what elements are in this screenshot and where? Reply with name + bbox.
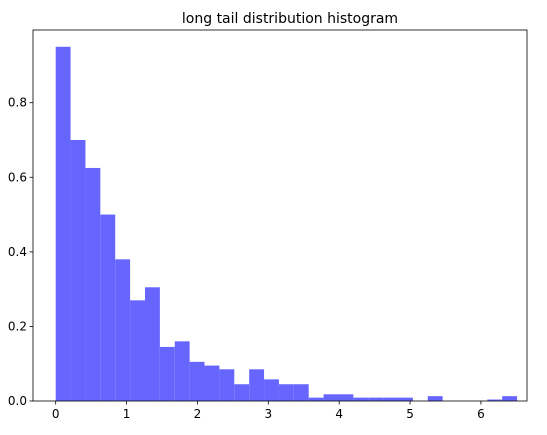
histogram-bar: [502, 396, 518, 401]
histogram-bar: [249, 369, 265, 401]
y-tick-label: 0.4: [8, 245, 27, 259]
histogram-bar: [487, 399, 503, 401]
histogram-bar: [234, 384, 250, 401]
histogram-bar: [70, 139, 86, 401]
histogram-bar: [144, 287, 160, 401]
histogram-bar: [368, 397, 384, 401]
histogram-bar: [174, 341, 190, 401]
y-tick-label: 0.6: [8, 170, 27, 184]
histogram-bar: [100, 214, 116, 401]
histogram-bar: [383, 397, 399, 401]
x-tick-label: 2: [194, 407, 202, 421]
x-tick-label: 1: [123, 407, 131, 421]
chart-title: long tail distribution histogram: [182, 11, 398, 27]
histogram-bar: [264, 379, 279, 401]
histogram-bar: [293, 384, 309, 401]
histogram-bar: [308, 397, 324, 401]
x-tick-label: 6: [477, 407, 485, 421]
histogram-bar: [323, 394, 339, 401]
histogram-bar: [85, 167, 101, 401]
histogram-bar: [189, 361, 205, 401]
histogram-bar: [398, 397, 413, 401]
x-axis: 0 1 2 3 4 5 6: [52, 401, 485, 421]
y-tick-label: 0.2: [8, 319, 27, 333]
histogram-bar: [278, 384, 294, 401]
histogram-bar: [115, 259, 131, 401]
x-tick-label: 0: [52, 407, 60, 421]
x-tick-label: 4: [335, 407, 343, 421]
y-tick-label: 0.0: [8, 394, 27, 408]
x-tick-label: 5: [406, 407, 414, 421]
plot-frame: [32, 29, 528, 402]
x-tick-label: 3: [264, 407, 272, 421]
y-axis: 0.0 0.2 0.4 0.6 0.8: [8, 96, 33, 408]
y-tick-label: 0.8: [8, 96, 27, 110]
histogram-bar: [55, 46, 71, 401]
histogram-bar: [338, 394, 354, 401]
histogram-bar: [159, 346, 175, 401]
histogram-bar: [427, 396, 443, 401]
histogram-bar: [219, 369, 235, 401]
bars-group: [55, 46, 518, 401]
histogram-bar: [204, 365, 220, 401]
histogram-bar: [353, 397, 369, 401]
histogram-bar: [130, 300, 145, 401]
